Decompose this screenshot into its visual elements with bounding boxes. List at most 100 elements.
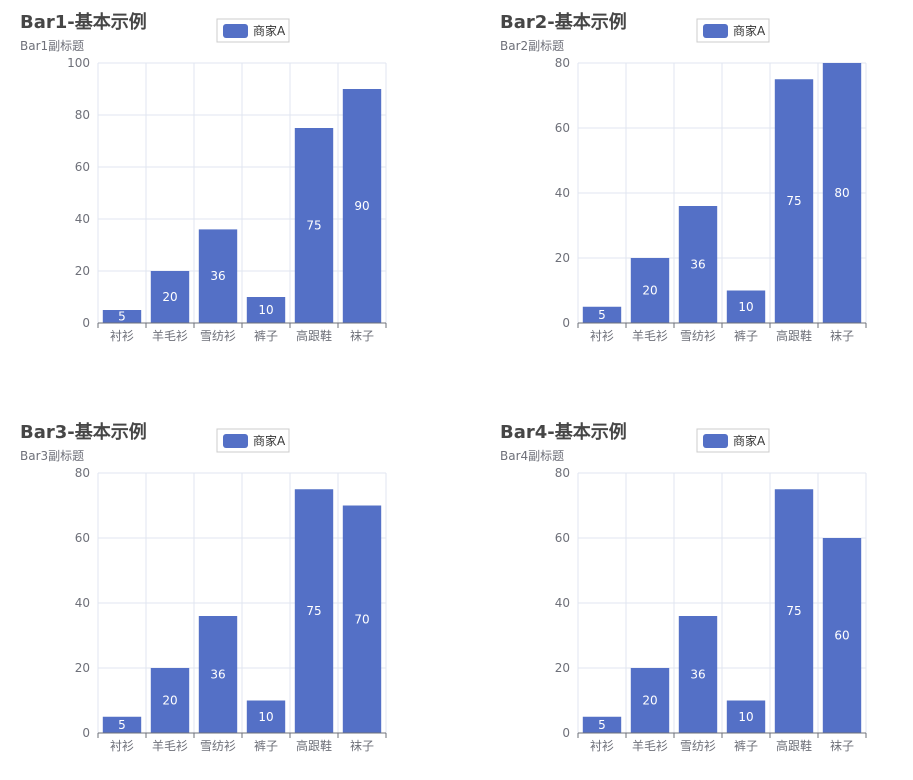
bar[interactable] — [246, 700, 286, 734]
y-tick-label: 100 — [67, 56, 90, 70]
bar[interactable] — [246, 297, 286, 323]
x-tick-label: 裤子 — [734, 329, 758, 343]
y-tick-label: 80 — [555, 56, 570, 70]
x-tick-label: 雪纺衫 — [200, 739, 236, 753]
bar[interactable] — [822, 538, 862, 733]
bar[interactable] — [582, 306, 622, 323]
bar[interactable] — [150, 271, 190, 323]
bar[interactable] — [630, 668, 670, 733]
bar-chart-svg: Bar3-基本示例 Bar3副标题 商家A 0 20 40 60 80 5 20 36 10 75 70 衬… — [20, 421, 387, 753]
data-label: 10 — [258, 303, 273, 317]
data-label: 36 — [210, 668, 225, 682]
legend[interactable]: 商家A — [216, 18, 290, 43]
bar[interactable] — [630, 258, 670, 323]
chart-title: Bar4-基本示例 — [500, 421, 627, 443]
bar[interactable] — [822, 63, 862, 323]
bar[interactable] — [102, 716, 142, 733]
x-tick-label: 衬衫 — [110, 739, 134, 753]
bar[interactable] — [726, 700, 766, 734]
y-tick-label: 80 — [75, 108, 90, 122]
data-label: 36 — [210, 269, 225, 283]
data-label: 10 — [738, 710, 753, 724]
x-tick-label: 羊毛衫 — [152, 738, 188, 753]
bar[interactable] — [726, 290, 766, 324]
data-label: 5 — [598, 308, 606, 322]
x-tick-label: 裤子 — [254, 739, 278, 753]
bar-chart-svg: Bar1-基本示例 Bar1副标题 商家A 0 20 40 60 80 100 5 20 36 10 75… — [20, 11, 387, 343]
legend[interactable]: 商家A — [216, 428, 290, 453]
legend-label: 商家A — [253, 433, 286, 448]
x-tick-label: 羊毛衫 — [152, 328, 188, 343]
legend-swatch — [703, 434, 728, 448]
y-tick-label: 0 — [562, 726, 570, 740]
y-tick-label: 0 — [562, 316, 570, 330]
data-label: 70 — [354, 612, 369, 626]
data-label: 90 — [354, 199, 369, 213]
x-tick-label: 雪纺衫 — [200, 329, 236, 343]
x-tick-label: 袜子 — [350, 739, 374, 753]
legend-swatch — [703, 24, 728, 38]
x-tick-label: 羊毛衫 — [632, 328, 668, 343]
data-label: 20 — [162, 694, 177, 708]
data-label: 75 — [786, 604, 801, 618]
data-label: 20 — [162, 290, 177, 304]
chart-panel-1: Bar1-基本示例 Bar1副标题 商家A 0 20 40 60 80 100 5 20 36 10 75… — [0, 0, 420, 370]
x-tick-label: 袜子 — [350, 329, 374, 343]
bar[interactable] — [582, 716, 622, 733]
y-tick-label: 60 — [555, 121, 570, 135]
chart-title: Bar2-基本示例 — [500, 11, 627, 33]
data-label: 20 — [642, 284, 657, 298]
bar[interactable] — [774, 489, 814, 733]
data-label: 5 — [598, 718, 606, 732]
legend-swatch — [223, 24, 248, 38]
data-label: 75 — [306, 604, 321, 618]
data-label: 75 — [786, 194, 801, 208]
x-tick-label: 袜子 — [830, 329, 854, 343]
bar[interactable] — [150, 668, 190, 733]
bar[interactable] — [678, 616, 718, 733]
y-tick-label: 80 — [555, 466, 570, 480]
y-tick-label: 20 — [555, 251, 570, 265]
data-label: 75 — [306, 219, 321, 233]
y-tick-label: 0 — [82, 726, 90, 740]
data-label: 36 — [690, 258, 705, 272]
chart-subtitle: Bar2副标题 — [500, 39, 564, 53]
x-tick-label: 衬衫 — [590, 739, 614, 753]
x-tick-label: 高跟鞋 — [776, 328, 812, 343]
bar[interactable] — [198, 616, 238, 733]
chart-panel-3: Bar3-基本示例 Bar3副标题 商家A 0 20 40 60 80 5 20 36 10 75 70 衬… — [0, 410, 420, 780]
chart-title: Bar1-基本示例 — [20, 11, 147, 33]
y-tick-label: 60 — [75, 160, 90, 174]
data-label: 60 — [834, 629, 849, 643]
y-tick-label: 60 — [555, 531, 570, 545]
bar[interactable] — [198, 229, 238, 323]
bar[interactable] — [678, 206, 718, 323]
bar[interactable] — [294, 128, 334, 323]
bar[interactable] — [102, 310, 142, 323]
x-tick-label: 高跟鞋 — [296, 738, 332, 753]
bar-chart-svg: Bar4-基本示例 Bar4副标题 商家A 0 20 40 60 80 5 20 36 10 75 60 衬… — [500, 421, 867, 753]
chart-panel-2: Bar2-基本示例 Bar2副标题 商家A 0 20 40 60 80 5 20 36 10 75 80 衬… — [480, 0, 900, 370]
x-tick-label: 羊毛衫 — [632, 738, 668, 753]
x-tick-label: 雪纺衫 — [680, 329, 716, 343]
bar[interactable] — [342, 505, 382, 734]
y-tick-label: 40 — [75, 212, 90, 226]
x-tick-label: 裤子 — [254, 329, 278, 343]
y-tick-label: 40 — [555, 186, 570, 200]
legend-label: 商家A — [253, 23, 286, 38]
bar[interactable] — [294, 489, 334, 733]
legend[interactable]: 商家A — [696, 18, 770, 43]
chart-title: Bar3-基本示例 — [20, 421, 147, 443]
bar[interactable] — [342, 89, 382, 323]
legend[interactable]: 商家A — [696, 428, 770, 453]
chart-subtitle: Bar3副标题 — [20, 449, 84, 463]
data-label: 10 — [258, 710, 273, 724]
y-tick-label: 80 — [75, 466, 90, 480]
chart-subtitle: Bar1副标题 — [20, 39, 84, 53]
y-tick-label: 20 — [75, 264, 90, 278]
data-label: 80 — [834, 186, 849, 200]
bar[interactable] — [774, 79, 814, 323]
data-label: 5 — [118, 310, 126, 324]
x-tick-label: 袜子 — [830, 739, 854, 753]
y-tick-label: 0 — [82, 316, 90, 330]
